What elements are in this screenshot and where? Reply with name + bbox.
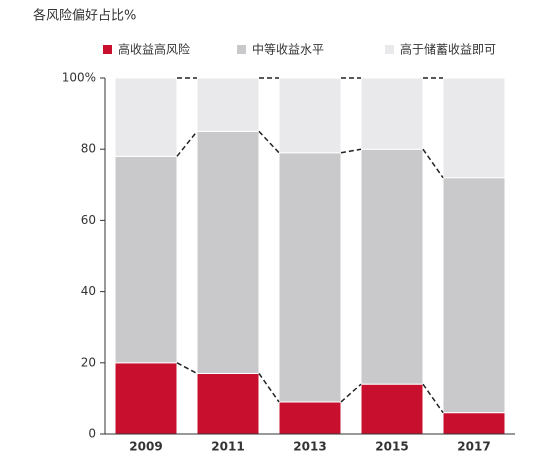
connector (340, 148, 362, 154)
x-tick-label: 2009 (129, 440, 162, 454)
bar-segment (114, 362, 178, 435)
bar-segment (278, 152, 342, 403)
bar-segment (442, 177, 506, 414)
connector (422, 383, 444, 414)
bar-segment (196, 372, 260, 435)
y-tick-label: 80 (81, 142, 96, 156)
bar-segment (442, 412, 506, 435)
y-tick-label: 40 (81, 284, 96, 298)
y-tick-label: 20 (81, 355, 96, 369)
legend-swatch (237, 45, 246, 54)
bar-segment (442, 77, 506, 179)
connector (176, 130, 198, 157)
x-tick-label: 2017 (457, 440, 490, 454)
bar-segment (278, 77, 342, 154)
bar-segment (278, 401, 342, 435)
connector (340, 383, 362, 403)
chart-title: 各风险偏好占比% (33, 8, 136, 24)
bar-segment (196, 77, 260, 132)
bar-segment (360, 148, 424, 385)
legend-swatch (385, 45, 394, 54)
bar-segment (360, 77, 424, 150)
x-tick-label: 2013 (293, 440, 326, 454)
bar-segment (196, 130, 260, 374)
connector (176, 362, 198, 375)
bar-segment (114, 77, 178, 157)
y-tick-label: 100% (62, 71, 96, 85)
legend-label: 高收益高风险 (118, 42, 190, 57)
y-tick-label: 60 (81, 213, 96, 227)
legend-swatch (103, 45, 112, 54)
legend-label: 中等收益水平 (252, 42, 324, 57)
bar-segment (360, 383, 424, 435)
connector (258, 373, 280, 403)
connector (258, 130, 280, 154)
bar-segment (114, 155, 178, 364)
x-tick-label: 2011 (211, 440, 244, 454)
x-tick-label: 2015 (375, 440, 408, 454)
connector (422, 148, 444, 179)
y-tick-label: 0 (88, 427, 96, 441)
legend-label: 高于储蓄收益即可 (400, 42, 496, 57)
